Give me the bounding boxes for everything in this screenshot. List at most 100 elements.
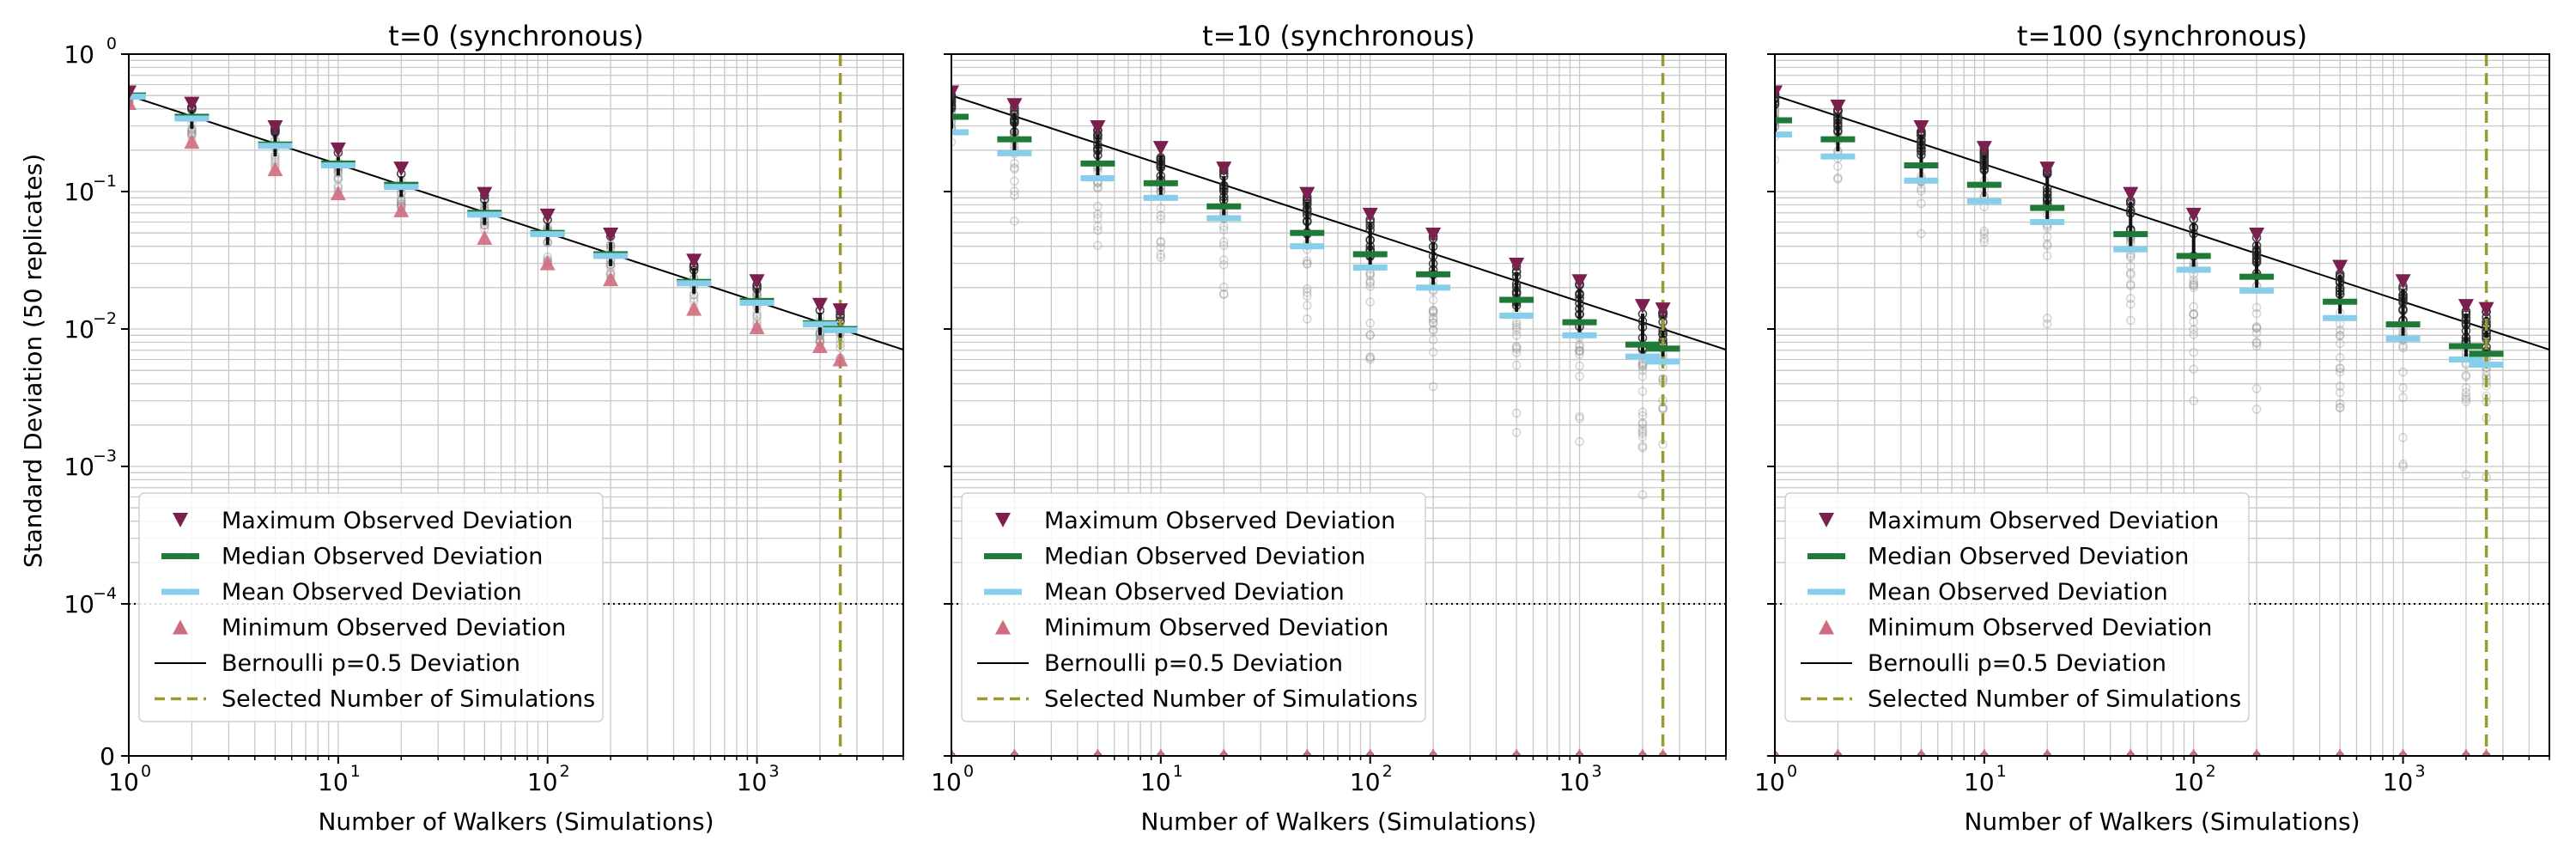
mean-marker [1080,174,1115,181]
replicate-point [2189,317,2199,327]
x-tick-label: 10 [1350,768,1381,796]
legend-label: Selected Number of Simulations [1044,686,1418,713]
legend-marker-min [1819,619,1834,635]
max-marker [2185,207,2202,222]
max-marker [1006,98,1023,113]
replicate-point [1511,428,1522,437]
replicate-point [1637,387,1648,396]
mean-marker [384,184,419,191]
replicate-point [1575,411,1584,422]
replicate-point [2189,347,2199,357]
replicate-point [129,97,134,107]
replicate-point [2335,363,2345,373]
replicate-point [1637,360,1648,370]
replicate-point [1302,314,1312,324]
replicate-point [2189,280,2199,290]
x-tick-label-exp: 3 [769,762,780,781]
replicate-point [1833,174,1843,184]
legend-marker-median [1807,553,1845,559]
replicate-point [1637,423,1648,434]
max-marker [267,120,283,136]
replicate-point [1156,237,1166,247]
replicate-point [129,94,134,105]
max-marker [129,85,137,101]
replicate-point [1365,271,1376,281]
replicate-point [2189,309,2199,320]
plot-area [951,54,1726,756]
x-tick-label: 10 [1964,768,1995,796]
replicate-point [1575,345,1584,356]
replicate-point [1365,278,1376,288]
replicate-point [1428,308,1438,318]
replicate-point [2398,393,2408,402]
max-marker [393,161,410,177]
replicate-point [1637,407,1648,417]
replicate-point [1637,442,1648,451]
bernoulli-line [129,94,903,351]
replicate-point [2042,319,2052,329]
x-tick-label-exp: 2 [2206,762,2216,781]
max-marker [2039,161,2056,177]
max-marker [477,186,493,202]
replicate-point [1428,325,1438,334]
legend-marker-median [984,553,1022,559]
replicate-point [1302,291,1312,301]
mean-marker [2323,314,2358,321]
replicate-point [2189,330,2199,339]
replicate-point [2335,352,2345,362]
plot-area [129,54,903,756]
replicate-point [1365,277,1376,286]
mean-marker [2113,246,2148,253]
mean-marker [2448,356,2483,362]
replicate-point [1218,289,1229,299]
mean-marker [1904,177,1939,184]
replicate-point [1637,417,1648,428]
median-marker [997,136,1032,143]
legend-box [138,492,604,722]
y-tick-label-exp: −1 [93,172,117,191]
mean-marker [1416,284,1451,291]
legend-marker-mean [1807,588,1845,595]
x-tick-label: 10 [2173,768,2204,796]
median-marker [1143,180,1178,186]
replicate-point [1302,259,1312,269]
mean-marker [1290,243,1325,250]
replicate-point [1637,371,1648,381]
replicate-point [2461,397,2471,406]
replicate-point [2335,367,2345,377]
x-tick-label-exp: 1 [1173,762,1183,781]
min-marker [1658,748,1668,756]
x-tick-label-exp: 0 [1787,762,1797,781]
replicate-point [1979,228,1990,239]
replicate-point [951,107,957,116]
mean-marker [1206,215,1242,222]
replicate-point [1302,283,1312,294]
replicate-point [2125,299,2136,309]
replicate-point [1575,350,1584,360]
replicate-point [2251,405,2262,414]
replicate-point [1156,249,1166,259]
replicate-point [1917,186,1926,196]
replicate-point [951,137,957,147]
mean-marker [1499,312,1534,319]
max-marker [686,253,702,269]
median-marker [2323,298,2358,305]
legend-box [1784,492,2250,722]
replicate-point [1575,340,1584,350]
replicate-point [2042,232,2052,241]
max-marker [539,208,556,223]
replicate-point [1637,362,1648,372]
replicate-point [1010,186,1019,196]
replicate-point [1917,198,1926,209]
replicate-point [1979,226,1990,236]
replicate-point [1775,94,1780,103]
replicate-point [2335,330,2345,340]
max-marker [1362,207,1378,222]
replicate-point [2335,381,2345,392]
legend-label: Maximum Observed Deviation [222,508,573,534]
replicate-point [1365,352,1376,362]
mean-marker [258,143,293,149]
replicate-point [951,96,957,107]
replicate-point [1428,314,1438,325]
replicate-point [1775,111,1780,121]
